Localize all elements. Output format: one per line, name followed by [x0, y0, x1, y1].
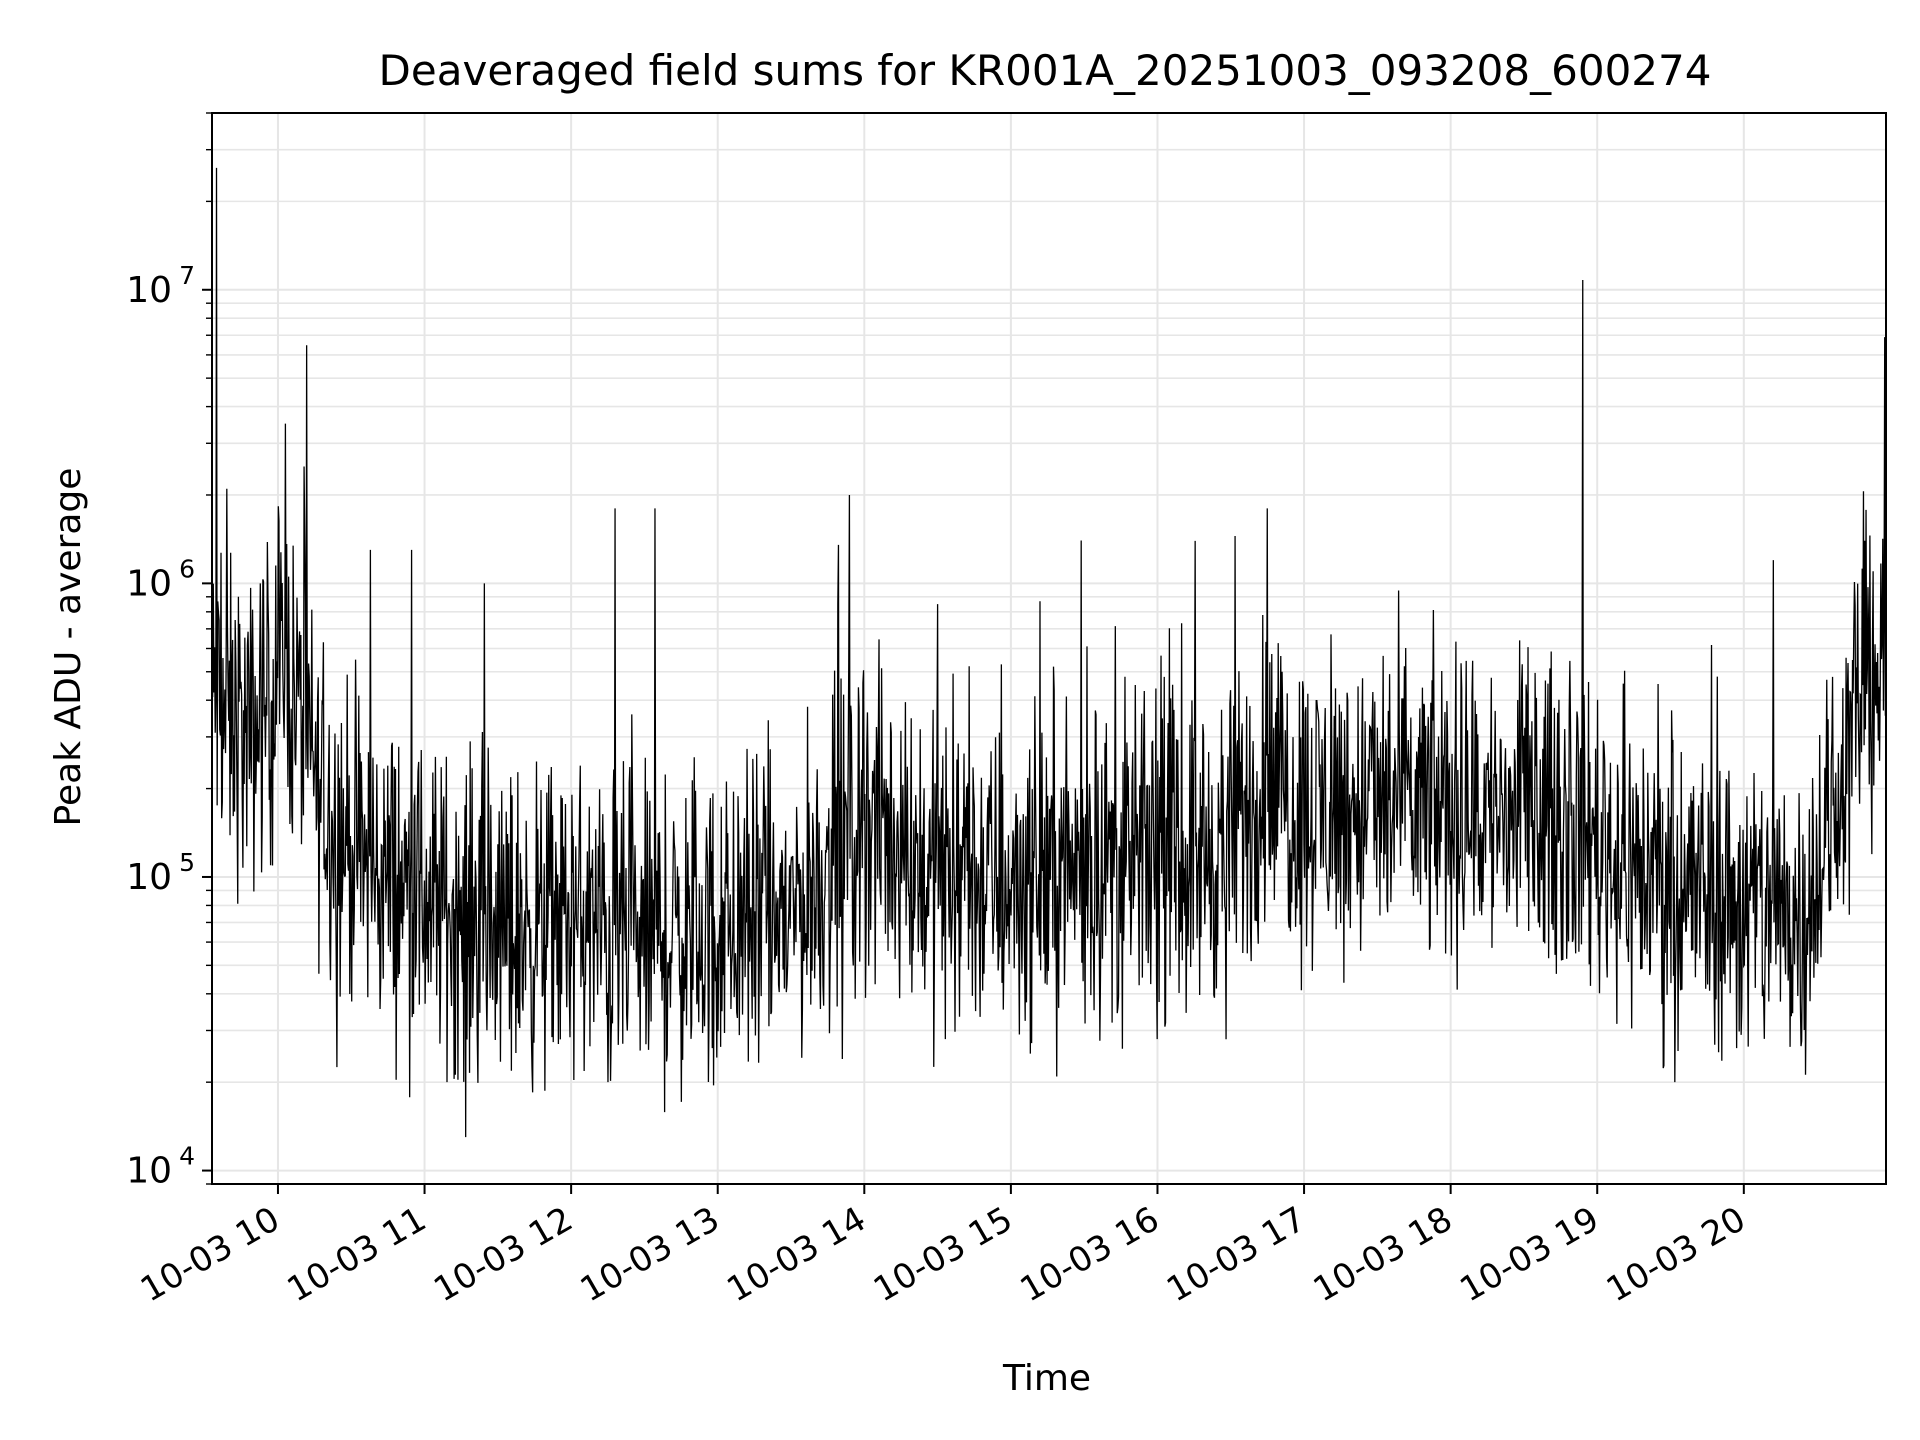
y-tick-label: 10	[126, 857, 172, 898]
y-tick-label-exponent: 6	[179, 554, 195, 583]
y-tick-label: 10	[126, 1151, 172, 1192]
y-tick-label-exponent: 5	[179, 848, 195, 877]
x-axis-label: Time	[1002, 1358, 1091, 1399]
data-series	[211, 167, 1887, 1138]
y-tick-label: 10	[126, 270, 172, 311]
y-tick-label: 10	[126, 563, 172, 604]
series-line	[211, 167, 1887, 1138]
y-axis-label: Peak ADU - average	[48, 468, 89, 827]
y-tick-label-exponent: 4	[179, 1142, 195, 1171]
y-tick-label-exponent: 7	[179, 261, 195, 290]
chart-title: Deaveraged field sums for KR001A_2025100…	[379, 46, 1712, 95]
